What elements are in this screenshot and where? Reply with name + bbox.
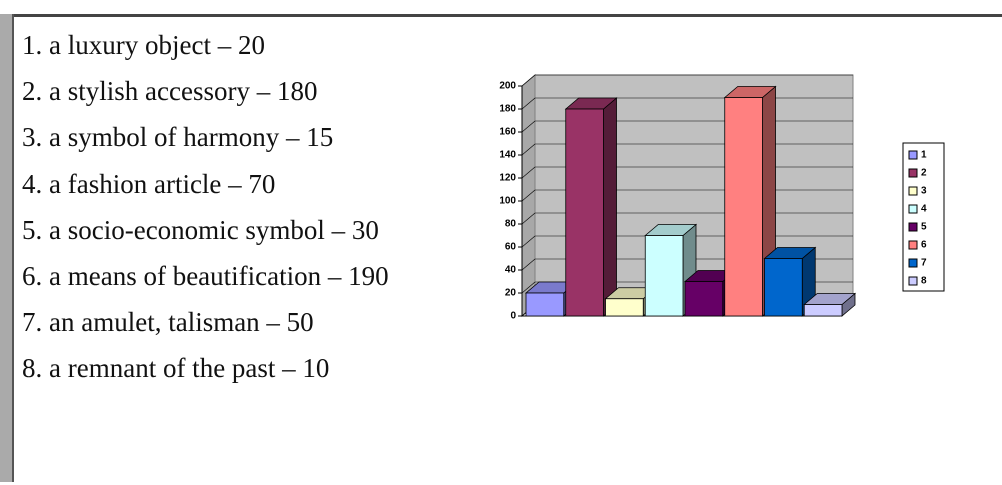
- y-tick-label: 180: [499, 104, 516, 115]
- list-item: 1. a luxury object – 20: [22, 30, 265, 60]
- bar-side: [603, 97, 617, 317]
- list-item: 8. a remnant of the past – 10: [22, 353, 330, 384]
- grid-line: [521, 212, 536, 225]
- bar: [724, 97, 763, 317]
- legend-swatch: [908, 150, 918, 160]
- grid-line: [521, 189, 536, 202]
- grid-line: [521, 235, 536, 248]
- legend-swatch: [908, 276, 918, 286]
- legend-label: 8: [921, 276, 927, 287]
- y-tick-label: 100: [499, 196, 516, 207]
- y-tick-label: 20: [505, 288, 517, 299]
- legend-swatch: [908, 186, 918, 196]
- y-tick-label: 140: [499, 150, 516, 161]
- legend-swatch: [908, 240, 918, 250]
- list-item: 5. a socio-economic symbol – 30: [22, 214, 379, 245]
- legend-label: 6: [921, 240, 927, 251]
- legend-label: 3: [921, 186, 927, 197]
- grid-line: [521, 258, 536, 271]
- grid-line: [521, 143, 536, 156]
- legend-label: 7: [921, 258, 927, 269]
- grid-line: [521, 120, 536, 133]
- legend-swatch: [908, 204, 918, 214]
- grid-line: [521, 281, 536, 294]
- bar: [803, 304, 843, 317]
- legend-box: [902, 142, 945, 292]
- y-tick-label: 200: [499, 81, 516, 92]
- legend-swatch: [908, 222, 918, 232]
- side-strip: [0, 14, 14, 482]
- bar: [684, 281, 724, 317]
- legend-label: 4: [921, 204, 927, 215]
- legend-label: 1: [921, 150, 927, 161]
- bar: [764, 258, 803, 317]
- legend-swatch: [908, 168, 918, 178]
- list-item: 3. a symbol of harmony – 15: [22, 122, 334, 153]
- y-tick-label: 120: [499, 173, 516, 184]
- list-item: 4. a fashion article – 70: [22, 168, 276, 199]
- legend-label: 5: [921, 222, 927, 233]
- y-tick-label: 80: [505, 219, 517, 230]
- y-tick-label: 0: [510, 311, 516, 322]
- list-item: 2. a stylish accessory – 180: [22, 76, 318, 107]
- legend-swatch: [908, 258, 918, 268]
- legend-label: 2: [921, 168, 927, 179]
- y-tick-label: 40: [505, 265, 517, 276]
- y-tick-label: 60: [505, 242, 517, 253]
- answer-list: 1. a luxury object – 20 2. a stylish acce…: [22, 22, 452, 392]
- bar: [644, 235, 684, 317]
- y-tick-label: 160: [499, 127, 516, 138]
- bar: [565, 108, 604, 317]
- bar: [525, 292, 565, 317]
- grid-line: [521, 97, 536, 110]
- list-item: 7. an amulet, talisman – 50: [22, 307, 314, 338]
- list-item: 6. a means of beautification – 190: [22, 261, 389, 292]
- bar: [605, 298, 644, 317]
- grid-line: [521, 166, 536, 179]
- grid-line: [521, 74, 536, 87]
